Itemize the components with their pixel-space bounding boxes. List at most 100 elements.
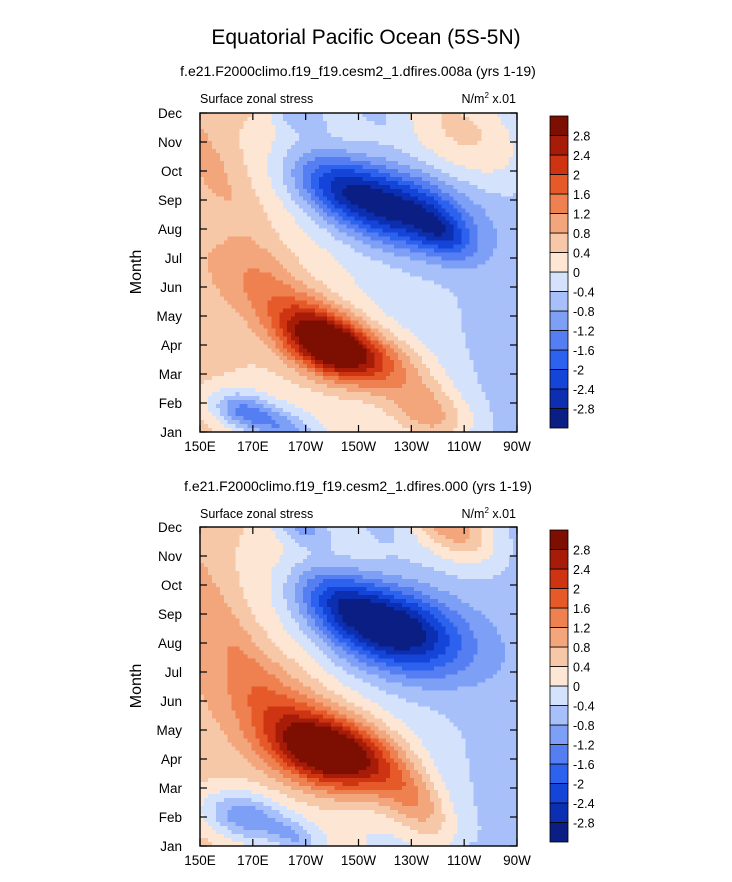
heatmap-cell (275, 144, 280, 150)
heatmap-cell (215, 148, 221, 154)
heatmap-cell (231, 316, 237, 321)
heatmap-cell (386, 220, 391, 226)
heatmap-cell (505, 260, 510, 266)
heatmap-cell (402, 328, 407, 333)
heatmap-cell (322, 288, 328, 294)
heatmap-cell (239, 308, 245, 313)
heatmap-cell (314, 340, 320, 345)
heatmap-cell (215, 176, 221, 182)
heatmap-cell (215, 352, 221, 357)
heatmap-cell (200, 124, 205, 130)
heatmap-cell (394, 136, 399, 142)
heatmap-cell (318, 236, 324, 242)
heatmap-cell (394, 300, 399, 305)
heatmap-cell (322, 248, 328, 254)
heatmap-cell (497, 356, 502, 361)
heatmap-cell (219, 136, 225, 142)
heatmap-cell (410, 276, 415, 282)
heatmap-cell (413, 200, 419, 206)
heatmap-cell (243, 240, 249, 246)
heatmap-cell (362, 124, 368, 130)
heatmap-cell (461, 272, 467, 278)
heatmap-cell (386, 316, 391, 321)
heatmap-cell (378, 224, 383, 230)
heatmap-cell (251, 240, 257, 246)
heatmap-cell (489, 120, 494, 126)
heatmap-cell (421, 220, 427, 226)
heatmap-cell (469, 260, 475, 266)
heatmap-cell (310, 200, 316, 206)
heatmap-cell (374, 272, 379, 278)
heatmap-cell (489, 116, 494, 122)
heatmap-cell (330, 160, 336, 166)
heatmap-cell (207, 288, 213, 294)
heatmap-cell (441, 308, 447, 313)
heatmap-cell (211, 336, 217, 341)
heatmap-cell (243, 220, 249, 226)
heatmap-cell (334, 300, 340, 305)
heatmap-cell (338, 212, 344, 218)
heatmap-cell (306, 176, 312, 182)
heatmap-cell (358, 113, 364, 118)
heatmap-cell (477, 120, 482, 126)
heatmap-cell (477, 204, 482, 210)
heatmap-cell (441, 148, 447, 154)
heatmap-cell (334, 184, 340, 190)
heatmap-cell (362, 216, 368, 222)
heatmap-cell (219, 172, 225, 178)
heatmap-cell (263, 256, 268, 262)
heatmap-cell (358, 288, 364, 294)
heatmap-cell (493, 324, 498, 329)
heatmap-cell (299, 356, 304, 361)
heatmap-cell (394, 308, 399, 313)
heatmap-cell (287, 252, 292, 258)
heatmap-cell (362, 352, 368, 357)
heatmap-cell (382, 344, 387, 349)
heatmap-cell (318, 144, 324, 150)
heatmap-cell (271, 120, 276, 126)
heatmap-cell (469, 128, 475, 134)
heatmap-cell (350, 256, 356, 262)
heatmap-cell (366, 192, 371, 198)
heatmap-cell (501, 208, 506, 214)
heatmap-cell (306, 356, 312, 361)
heatmap-cell (326, 356, 332, 361)
heatmap-cell (350, 276, 356, 282)
heatmap-cell (219, 320, 225, 325)
heatmap-cell (326, 196, 332, 202)
heatmap-cell (354, 260, 360, 266)
heatmap-cell (413, 248, 419, 254)
heatmap-cell (481, 292, 486, 298)
heatmap-cell (235, 168, 241, 174)
heatmap-cell (477, 180, 482, 186)
heatmap-cell (310, 224, 316, 230)
heatmap-cell (437, 116, 443, 122)
heatmap-cell (303, 152, 308, 158)
heatmap-cell (299, 196, 304, 202)
heatmap-cell (354, 300, 360, 305)
heatmap-cell (445, 152, 451, 158)
heatmap-cell (437, 220, 443, 226)
heatmap-cell (501, 248, 506, 254)
heatmap-cell (477, 152, 482, 158)
heatmap-cell (425, 184, 431, 190)
heatmap-cell (318, 260, 324, 266)
heatmap-cell (243, 280, 249, 286)
heatmap-cell (326, 316, 332, 321)
heatmap-cell (481, 160, 486, 166)
heatmap-cell (200, 260, 205, 266)
heatmap-cell (421, 216, 427, 222)
heatmap-cell (306, 196, 312, 202)
heatmap-cell (251, 280, 257, 286)
heatmap-cell (346, 340, 352, 345)
heatmap-cell (505, 216, 510, 222)
heatmap-cell (255, 316, 261, 321)
heatmap-cell (449, 260, 455, 266)
heatmap-cell (200, 232, 205, 238)
heatmap-cell (299, 220, 304, 226)
heatmap-cell (243, 328, 249, 333)
heatmap-cell (342, 124, 348, 130)
heatmap-cell (295, 236, 300, 242)
heatmap-cell (501, 312, 506, 317)
heatmap-cell (449, 332, 455, 337)
